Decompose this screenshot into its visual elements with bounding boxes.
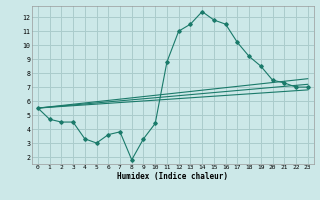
X-axis label: Humidex (Indice chaleur): Humidex (Indice chaleur) <box>117 172 228 181</box>
